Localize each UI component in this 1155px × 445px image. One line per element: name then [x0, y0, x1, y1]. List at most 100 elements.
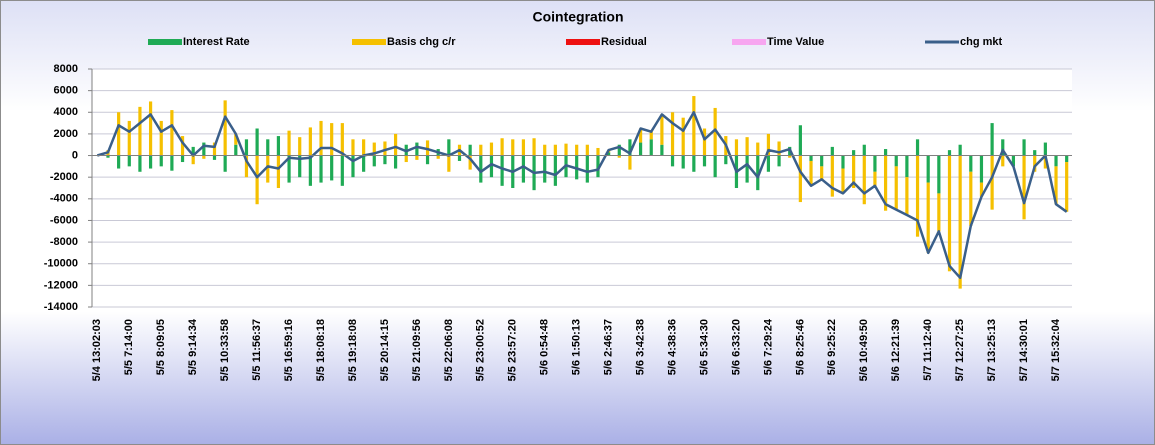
bar — [170, 155, 174, 171]
bar — [702, 155, 707, 167]
bar — [1001, 155, 1005, 167]
bar — [330, 155, 334, 181]
bar — [926, 155, 930, 183]
bar — [138, 106, 142, 156]
bar — [958, 144, 962, 156]
bar — [777, 141, 781, 156]
bar — [479, 155, 483, 183]
bar — [915, 139, 920, 156]
bar — [117, 112, 121, 156]
x-tick-label: 5/7 15:32:04 — [1050, 318, 1062, 381]
bar — [468, 155, 472, 170]
x-tick-label: 5/5 23:57:20 — [507, 319, 519, 381]
bar — [777, 155, 781, 167]
x-tick-label: 5/7 11:12:40 — [922, 319, 934, 381]
bar — [905, 155, 909, 178]
y-tick-label: -10000 — [44, 258, 78, 270]
bar — [212, 142, 217, 156]
bar — [766, 155, 771, 172]
x-tick-label: 5/5 22:06:08 — [443, 319, 455, 381]
x-tick-label: 5/6 0:54:48 — [539, 319, 551, 375]
bar — [638, 142, 643, 156]
bar — [713, 107, 717, 156]
y-tick-label: -6000 — [50, 214, 78, 226]
bar — [372, 155, 376, 167]
bar — [628, 155, 632, 170]
bar — [223, 155, 227, 172]
x-tick-label: 5/7 14:30:01 — [1018, 319, 1030, 381]
bar — [255, 155, 259, 205]
bar — [681, 117, 685, 156]
y-tick-label: -8000 — [50, 236, 78, 248]
bar — [372, 142, 376, 156]
bar — [1043, 155, 1047, 169]
bar — [692, 96, 696, 156]
bar — [649, 139, 653, 156]
legend-label: Interest Rate — [183, 36, 250, 48]
bar — [180, 155, 185, 163]
bar — [415, 142, 419, 156]
bar — [106, 155, 110, 158]
x-tick-label: 5/6 9:25:22 — [826, 319, 838, 375]
legend-label: chg mkt — [960, 36, 1003, 48]
bar — [127, 120, 131, 156]
bar — [692, 155, 696, 172]
bar — [862, 144, 866, 156]
bar — [883, 155, 888, 211]
bar — [404, 155, 408, 163]
bar — [308, 127, 312, 156]
y-tick-label: 6000 — [54, 85, 78, 97]
bar — [212, 155, 217, 160]
bar — [223, 100, 227, 156]
legend-swatch — [352, 39, 386, 45]
bar — [457, 155, 462, 161]
bar — [287, 155, 291, 183]
bar — [628, 139, 632, 156]
bar — [990, 123, 994, 156]
bar — [585, 144, 589, 156]
bar — [1022, 155, 1026, 220]
x-tick-label: 5/5 8:09:05 — [155, 319, 167, 375]
bar — [947, 155, 952, 272]
bar — [670, 112, 675, 156]
bar — [447, 139, 451, 156]
bar — [479, 144, 483, 156]
bar — [543, 155, 547, 183]
bar — [447, 155, 451, 172]
bar — [351, 139, 355, 156]
x-tick-label: 5/5 16:59:16 — [283, 319, 295, 381]
bar — [202, 142, 206, 156]
legend-swatch — [732, 39, 766, 45]
bar — [820, 155, 824, 167]
bar — [244, 139, 249, 156]
bar — [596, 155, 600, 178]
bar — [873, 155, 877, 172]
bar — [660, 144, 664, 156]
bar — [511, 139, 515, 156]
x-tick-label: 5/6 8:25:46 — [794, 319, 806, 375]
bar — [660, 114, 664, 145]
bar — [489, 155, 494, 178]
bar — [820, 166, 824, 180]
x-tick-label: 5/6 1:50:13 — [571, 319, 583, 375]
bar — [830, 155, 834, 197]
y-tick-label: -14000 — [44, 301, 78, 313]
bar — [148, 155, 153, 169]
bar — [937, 155, 941, 194]
legend-label: Basis chg c/r — [387, 36, 456, 48]
bar — [1033, 155, 1037, 172]
x-tick-label: 5/5 20:14:15 — [379, 319, 391, 381]
bar — [969, 171, 973, 226]
x-tick-label: 5/5 11:56:37 — [251, 319, 263, 381]
bar — [362, 139, 366, 156]
bar — [862, 155, 866, 205]
bar — [894, 155, 898, 167]
bar — [926, 182, 930, 253]
x-tick-label: 5/6 7:29:24 — [762, 318, 774, 375]
bar — [947, 150, 952, 156]
x-tick-label: 5/4 13:02:03 — [91, 319, 103, 381]
bar — [298, 155, 302, 178]
bar — [500, 138, 504, 156]
plot-area — [92, 69, 1072, 307]
bar — [468, 144, 472, 156]
